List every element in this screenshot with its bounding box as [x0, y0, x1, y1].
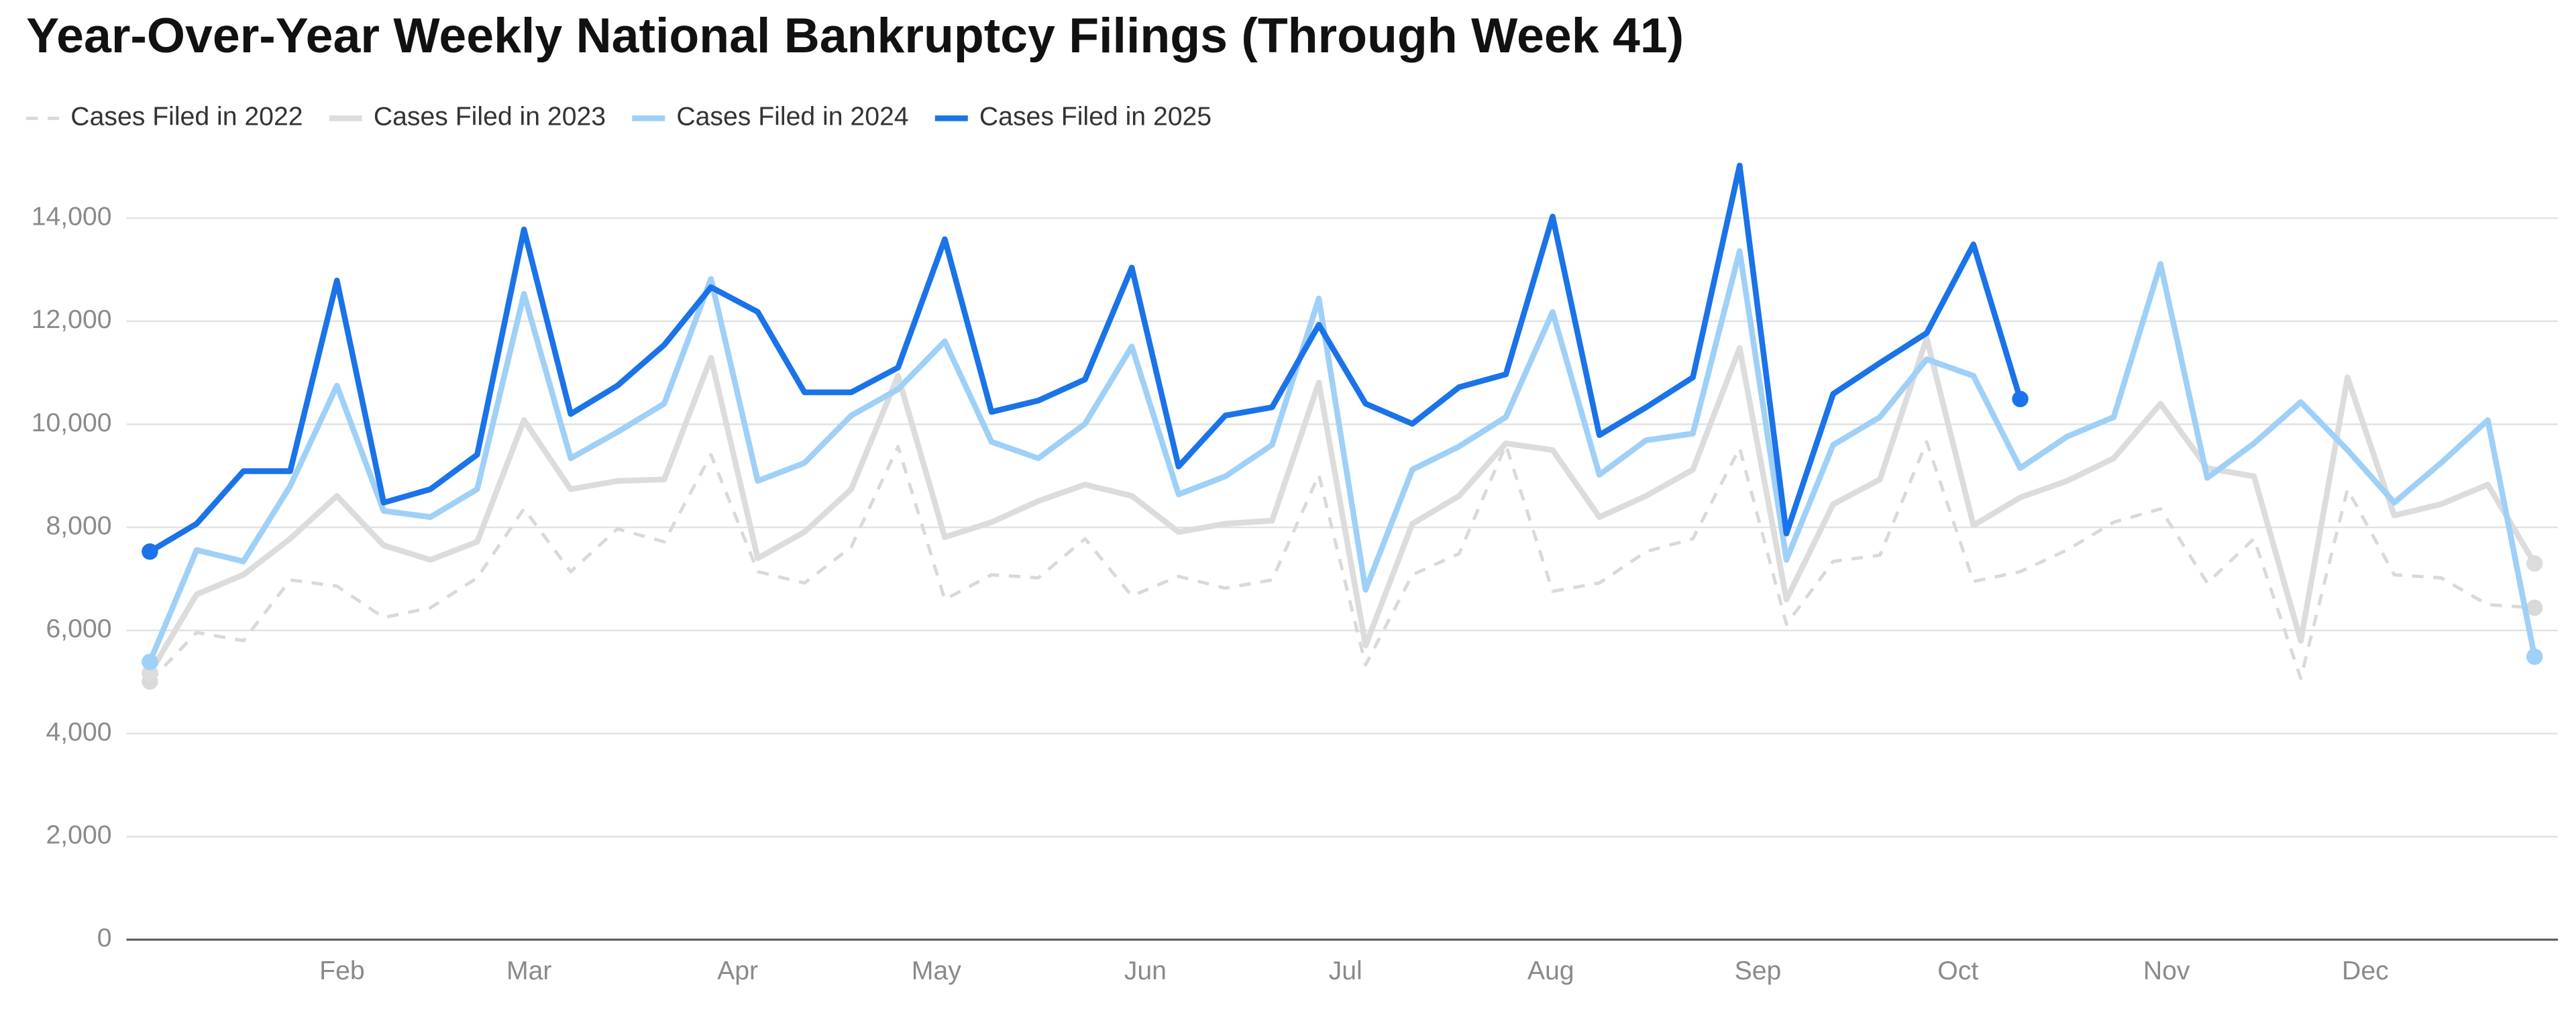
x-tick-label: Jul: [1329, 957, 1362, 985]
legend-label: Cases Filed in 2022: [70, 103, 303, 131]
chart-title: Year-Over-Year Weekly National Bankruptc…: [26, 7, 1684, 63]
end-dot: [2526, 648, 2543, 665]
y-tick-label: 14,000: [32, 203, 112, 231]
legend-label: Cases Filed in 2025: [979, 103, 1212, 131]
x-tick-label: May: [912, 957, 961, 985]
x-tick-label: Dec: [2342, 957, 2389, 985]
x-tick-label: Sep: [1735, 957, 1782, 985]
series-line: [148, 162, 2023, 554]
legend-label: Cases Filed in 2024: [676, 103, 908, 131]
x-tick-label: Nov: [2143, 957, 2190, 985]
y-tick-label: 4,000: [46, 718, 111, 747]
series-line: [148, 440, 2535, 683]
x-tick-label: Aug: [1527, 957, 1574, 985]
x-tick-label: Mar: [506, 957, 551, 985]
y-tick-label: 10,000: [32, 408, 112, 437]
legend-label: Cases Filed in 2023: [374, 103, 606, 131]
x-tick-label: Jun: [1124, 957, 1167, 985]
series-line: [147, 335, 2537, 675]
x-tick-label: Apr: [717, 957, 758, 985]
y-tick-label: 8,000: [46, 512, 111, 541]
y-tick-label: 0: [97, 924, 112, 952]
x-tick-label: Feb: [319, 957, 365, 985]
end-dot: [142, 665, 158, 682]
y-tick-label: 2,000: [46, 821, 111, 850]
y-tick-label: 6,000: [46, 614, 111, 643]
end-dot: [2526, 555, 2543, 572]
series-line: [147, 248, 2538, 663]
end-dot: [2012, 390, 2029, 408]
end-dot: [142, 543, 158, 560]
y-tick-label: 12,000: [32, 305, 112, 334]
end-dot: [2526, 599, 2543, 616]
x-tick-label: Oct: [1937, 957, 1978, 985]
end-dot: [142, 653, 158, 670]
